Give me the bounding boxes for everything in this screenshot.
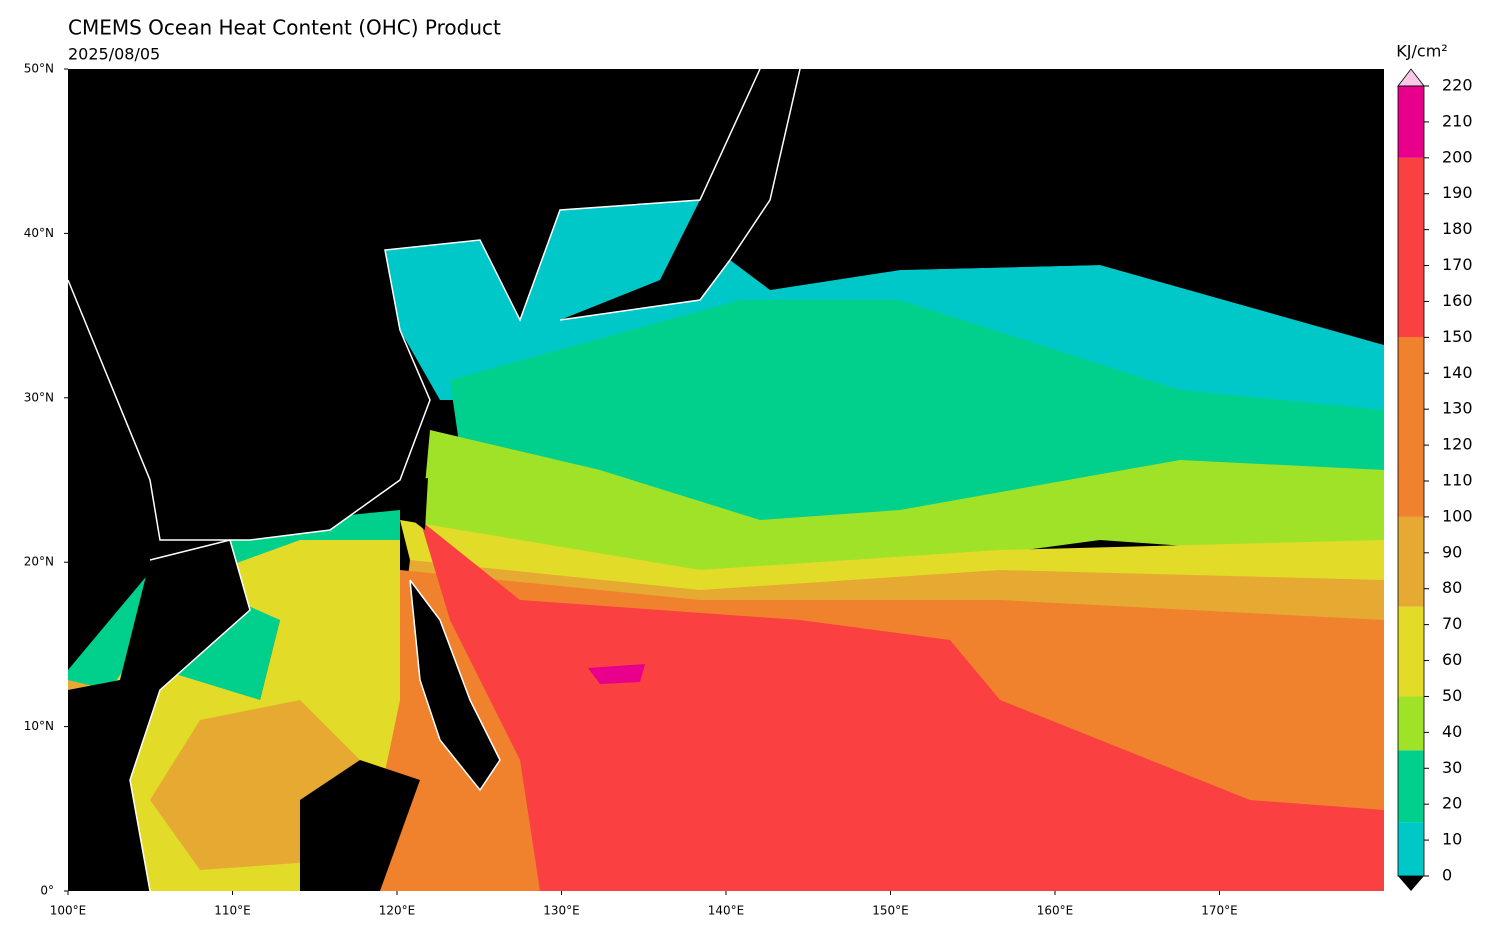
colorbar-tick-label: 30	[1442, 758, 1462, 777]
colorbar-tick-label: 210	[1442, 111, 1473, 130]
colorbar-bin	[1398, 606, 1424, 697]
ocean-region	[588, 664, 645, 684]
colorbar-bin	[1398, 750, 1424, 823]
lat-tick-label: 30°N	[24, 390, 54, 404]
colorbar-tick-label: 60	[1442, 650, 1462, 669]
colorbar-tick-label: 180	[1442, 219, 1473, 238]
colorbar-unit: KJ/cm²	[1396, 42, 1447, 61]
lat-tick-label: 10°N	[24, 719, 54, 733]
colorbar-bin	[1398, 157, 1424, 338]
land	[770, 69, 1384, 345]
coastline	[559, 68, 801, 321]
colorbar-tick-label: 90	[1442, 542, 1462, 561]
colorbar-tick-label: 80	[1442, 578, 1462, 597]
colorbar-bin	[1398, 696, 1424, 751]
lat-tick-label: 0°	[40, 884, 54, 898]
colorbar-tick-label: 120	[1442, 435, 1473, 454]
date: 2025/08/05	[68, 45, 160, 64]
map	[67, 68, 1384, 892]
ocean-region	[420, 430, 1384, 590]
colorbar-over	[1397, 68, 1425, 87]
colorbar-bin	[1398, 86, 1424, 158]
colorbar-tick-label: 160	[1442, 291, 1473, 310]
land	[68, 540, 250, 891]
lon-tick-label: 160°E	[1037, 904, 1074, 918]
colorbar-tick-label: 220	[1442, 76, 1473, 95]
colorbar-tick-label: 190	[1442, 183, 1473, 202]
colorbar-tick-label: 200	[1442, 147, 1473, 166]
lon-tick-label: 170°E	[1201, 904, 1238, 918]
lon-tick-label: 110°E	[214, 904, 251, 918]
lon-tick-label: 130°E	[543, 904, 580, 918]
coastline	[409, 579, 501, 792]
colorbar-bin	[1398, 516, 1424, 607]
ocean-region	[420, 520, 1384, 891]
colorbar-tick-label: 0	[1442, 866, 1452, 885]
land	[410, 580, 500, 790]
title: CMEMS Ocean Heat Content (OHC) Product	[68, 16, 501, 40]
colorbar-tick-label: 170	[1442, 255, 1473, 274]
lat-tick-label: 40°N	[24, 226, 54, 240]
lat-tick-label: 50°N	[24, 62, 54, 76]
colorbar-tick-label: 40	[1442, 722, 1462, 741]
land	[68, 69, 760, 540]
coastline	[67, 68, 761, 541]
ocean-region	[450, 300, 1384, 560]
colorbar-tick-label: 70	[1442, 614, 1462, 633]
colorbar-tick-label: 140	[1442, 363, 1473, 382]
colorbar-tick-label: 110	[1442, 471, 1473, 490]
lon-tick-label: 150°E	[872, 904, 909, 918]
lon-tick-label: 100°E	[50, 904, 87, 918]
colorbar-bin	[1398, 337, 1424, 517]
colorbar-tick-label: 20	[1442, 794, 1462, 813]
lon-tick-label: 120°E	[379, 904, 416, 918]
land	[300, 760, 420, 891]
lon-tick-label: 140°E	[708, 904, 745, 918]
colorbar-tick-label: 50	[1442, 686, 1462, 705]
land	[560, 69, 800, 320]
colorbar-tick-label: 130	[1442, 399, 1473, 418]
lat-tick-label: 20°N	[24, 555, 54, 569]
colorbar-under	[1398, 876, 1424, 891]
colorbar-tick-label: 10	[1442, 830, 1462, 849]
colorbar-bin	[1398, 822, 1424, 876]
colorbar-tick-label: 100	[1442, 506, 1473, 525]
coastline	[129, 539, 251, 892]
colorbar-tick-label: 150	[1442, 327, 1473, 346]
land	[412, 478, 428, 530]
